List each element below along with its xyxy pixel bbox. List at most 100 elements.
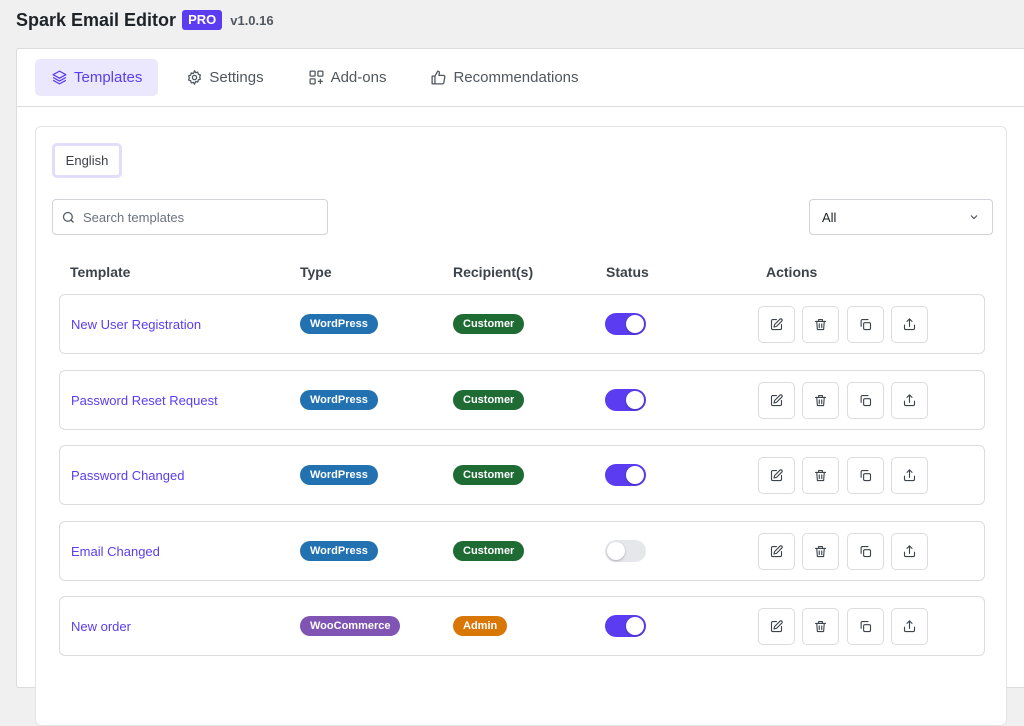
main-panel: Templates Settings Add-ons Recommendatio… [16,48,1024,726]
edit-icon [770,393,783,406]
type-badge: WordPress [300,465,378,485]
edit-icon [770,469,783,482]
add-ons-icon [309,70,324,85]
status-toggle[interactable] [605,313,646,335]
duplicate-icon [860,318,872,331]
recipient-badge: Customer [453,540,525,561]
duplicate-button[interactable] [847,306,884,343]
delete-button[interactable] [802,532,839,570]
trash-icon [814,545,827,557]
thumbs-up-icon [431,70,446,85]
app-title: Spark Email Editor [16,9,177,30]
duplicate-icon [860,469,872,482]
toggle-knob [626,315,644,333]
tab-templates-label: Templates [74,69,143,86]
type-badge: WordPress [300,314,378,334]
edit-button[interactable] [758,306,795,343]
status-toggle[interactable] [605,615,646,637]
tab-bar: Templates Settings Add-ons Recommendatio… [17,49,1024,107]
export-icon [903,393,916,406]
type-filter-select[interactable]: All [809,199,993,235]
status-toggle[interactable] [605,464,646,486]
trash-icon [814,620,827,633]
recipient-badge: Customer [453,389,525,410]
toggle-knob [626,466,644,484]
search-box[interactable] [52,199,328,235]
delete-button[interactable] [802,381,839,419]
layers-icon [52,70,67,85]
template-name-link[interactable]: Password Changed [71,468,185,483]
duplicate-button[interactable] [847,381,884,419]
search-icon [62,211,74,223]
column-header-actions: Actions [766,264,818,280]
duplicate-icon [860,545,872,557]
table-row: Email Changed WordPress Customer [59,520,985,581]
edit-icon [770,318,783,331]
trash-icon [814,469,827,482]
template-name-link[interactable]: Password Reset Request [71,392,218,408]
export-button[interactable] [891,306,928,343]
trash-icon [814,318,827,331]
recipient-badge: Customer [453,314,525,334]
template-name-link[interactable]: Email Changed [71,543,160,559]
export-button[interactable] [891,532,928,570]
trash-icon [814,394,827,406]
export-button[interactable] [891,608,928,645]
tab-recommendations-label: Recommendations [453,69,579,86]
templates-card: English All Template Type Recipient(s) S… [35,126,1007,726]
tab-templates[interactable]: Templates [35,59,159,96]
edit-button[interactable] [758,457,795,494]
delete-button[interactable] [802,608,839,645]
template-name-link[interactable]: New order [71,619,131,634]
tab-settings[interactable]: Settings [170,59,279,96]
toggle-knob [607,541,625,560]
table-row: New order WooCommerce Admin [59,596,985,656]
export-icon [903,544,916,557]
toggle-knob [626,390,644,409]
column-header-recipients: Recipient(s) [453,264,534,280]
tab-settings-label: Settings [209,69,264,86]
export-icon [903,469,916,482]
version-label: v1.0.16 [230,12,274,28]
delete-button[interactable] [802,306,839,343]
gear-icon [188,70,202,85]
export-icon [903,318,916,331]
recipient-badge: Admin [453,616,508,636]
column-header-type: Type [300,264,332,280]
tab-recommendations[interactable]: Recommendations [414,59,594,96]
edit-icon [770,544,783,557]
edit-button[interactable] [758,608,795,645]
export-button[interactable] [891,457,928,494]
duplicate-button[interactable] [847,608,884,645]
edit-button[interactable] [758,381,795,419]
filter-selected-value: All [822,209,837,225]
status-toggle[interactable] [605,388,646,411]
type-badge: WooCommerce [300,616,401,636]
page-header: Spark Email Editor PRO v1.0.16 [16,8,274,32]
table-row: Password Reset Request WordPress Customer [59,369,985,430]
edit-button[interactable] [758,532,795,570]
export-button[interactable] [891,381,928,419]
table-row: Password Changed WordPress Customer [59,445,985,505]
pro-badge: PRO [182,10,223,30]
table-row: New User Registration WordPress Customer [59,294,985,354]
search-input[interactable] [83,209,313,225]
language-tab-english[interactable]: English [52,143,122,178]
recipient-badge: Customer [453,465,525,485]
type-badge: WordPress [300,540,378,561]
tab-add-ons-label: Add-ons [330,69,387,86]
toggle-knob [626,617,644,635]
tab-add-ons[interactable]: Add-ons [292,59,403,96]
chevron-down-icon [970,215,978,220]
template-name-link[interactable]: New User Registration [71,317,202,332]
export-icon [903,620,916,633]
duplicate-button[interactable] [847,457,884,494]
delete-button[interactable] [802,457,839,494]
duplicate-icon [860,620,872,633]
edit-icon [770,620,783,633]
status-toggle[interactable] [605,539,646,562]
column-header-template: Template [70,264,131,280]
duplicate-icon [860,394,872,406]
duplicate-button[interactable] [847,532,884,570]
column-header-status: Status [606,264,649,280]
